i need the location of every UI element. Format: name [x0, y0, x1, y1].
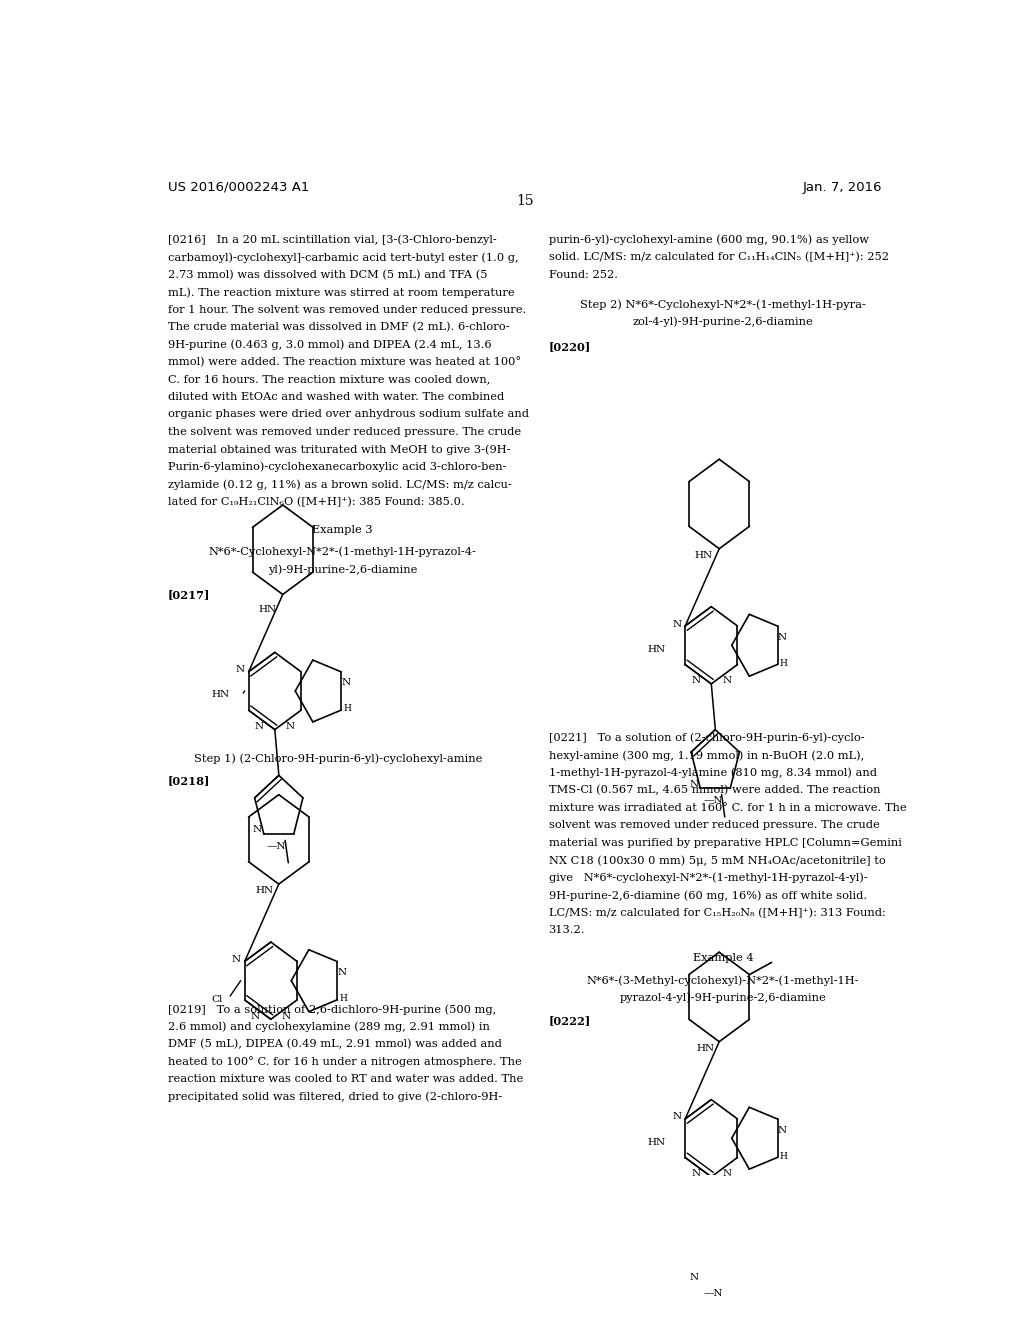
Text: 9H-purine-2,6-diamine (60 mg, 16%) as off white solid.: 9H-purine-2,6-diamine (60 mg, 16%) as of… — [549, 890, 866, 900]
Text: Jan. 7, 2016: Jan. 7, 2016 — [803, 181, 882, 194]
Text: N: N — [672, 1113, 681, 1122]
Text: 1-methyl-1H-pyrazol-4-ylamine (810 mg, 8.34 mmol) and: 1-methyl-1H-pyrazol-4-ylamine (810 mg, 8… — [549, 768, 877, 779]
Text: H: H — [343, 705, 351, 713]
Text: Found: 252.: Found: 252. — [549, 269, 617, 280]
Text: N: N — [691, 1170, 700, 1179]
Text: Step 2) N*6*-Cyclohexyl-N*2*-(1-methyl-1H-pyra-: Step 2) N*6*-Cyclohexyl-N*2*-(1-methyl-1… — [581, 300, 866, 310]
Text: US 2016/0002243 A1: US 2016/0002243 A1 — [168, 181, 309, 194]
Text: [0221]   To a solution of (2-chloro-9H-purin-6-yl)-cyclo-: [0221] To a solution of (2-chloro-9H-pur… — [549, 733, 864, 743]
Text: —N: —N — [703, 796, 723, 805]
Text: Example 3: Example 3 — [312, 524, 373, 535]
Text: H: H — [780, 659, 787, 668]
Text: N*6*-Cyclohexyl-N*2*-(1-methyl-1H-pyrazol-4-: N*6*-Cyclohexyl-N*2*-(1-methyl-1H-pyrazo… — [208, 546, 476, 557]
Text: pyrazol-4-yl)-9H-purine-2,6-diamine: pyrazol-4-yl)-9H-purine-2,6-diamine — [620, 993, 826, 1003]
Text: carbamoyl)-cyclohexyl]-carbamic acid tert-butyl ester (1.0 g,: carbamoyl)-cyclohexyl]-carbamic acid ter… — [168, 252, 518, 263]
Text: The crude material was dissolved in DMF (2 mL). 6-chloro-: The crude material was dissolved in DMF … — [168, 322, 509, 333]
Text: HN: HN — [648, 1138, 666, 1147]
Text: 15: 15 — [516, 194, 534, 209]
Text: N: N — [672, 619, 681, 628]
Text: —N: —N — [267, 842, 287, 851]
Text: reaction mixture was cooled to RT and water was added. The: reaction mixture was cooled to RT and wa… — [168, 1074, 523, 1084]
Text: the solvent was removed under reduced pressure. The crude: the solvent was removed under reduced pr… — [168, 426, 521, 437]
Text: yl)-9H-purine-2,6-diamine: yl)-9H-purine-2,6-diamine — [267, 565, 417, 576]
Text: hexyl-amine (300 mg, 1.19 mmol) in n-BuOH (2.0 mL),: hexyl-amine (300 mg, 1.19 mmol) in n-BuO… — [549, 750, 864, 760]
Text: N: N — [255, 722, 264, 731]
Text: [0216]   In a 20 mL scintillation vial, [3-(3-Chloro-benzyl-: [0216] In a 20 mL scintillation vial, [3… — [168, 235, 497, 246]
Text: N: N — [722, 1170, 731, 1179]
Text: N: N — [338, 968, 347, 977]
Text: [0217]: [0217] — [168, 589, 210, 599]
Text: solid. LC/MS: m/z calculated for C₁₁H₁₄ClN₅ ([M+H]⁺): 252: solid. LC/MS: m/z calculated for C₁₁H₁₄C… — [549, 252, 889, 263]
Text: mL). The reaction mixture was stirred at room temperature: mL). The reaction mixture was stirred at… — [168, 286, 514, 297]
Text: diluted with EtOAc and washed with water. The combined: diluted with EtOAc and washed with water… — [168, 392, 504, 403]
Text: HN: HN — [694, 550, 713, 560]
Text: N: N — [691, 676, 700, 685]
Text: material obtained was triturated with MeOH to give 3-(9H-: material obtained was triturated with Me… — [168, 445, 510, 455]
Text: DMF (5 mL), DIPEA (0.49 mL, 2.91 mmol) was added and: DMF (5 mL), DIPEA (0.49 mL, 2.91 mmol) w… — [168, 1039, 502, 1049]
Text: [0219]   To a solution of 2,6-dichloro-9H-purine (500 mg,: [0219] To a solution of 2,6-dichloro-9H-… — [168, 1005, 496, 1015]
Text: heated to 100° C. for 16 h under a nitrogen atmosphere. The: heated to 100° C. for 16 h under a nitro… — [168, 1056, 521, 1068]
Text: 2.6 mmol) and cyclohexylamine (289 mg, 2.91 mmol) in: 2.6 mmol) and cyclohexylamine (289 mg, 2… — [168, 1022, 489, 1032]
Text: [0220]: [0220] — [549, 342, 591, 352]
Text: lated for C₁₉H₂₁ClN₆O ([M+H]⁺): 385 Found: 385.0.: lated for C₁₉H₂₁ClN₆O ([M+H]⁺): 385 Foun… — [168, 496, 464, 507]
Text: solvent was removed under reduced pressure. The crude: solvent was removed under reduced pressu… — [549, 820, 880, 830]
Text: TMS-Cl (0.567 mL, 4.65 mmol) were added. The reaction: TMS-Cl (0.567 mL, 4.65 mmol) were added.… — [549, 785, 880, 796]
Text: N: N — [251, 1011, 260, 1020]
Text: Step 1) (2-Chloro-9H-purin-6-yl)-cyclohexyl-amine: Step 1) (2-Chloro-9H-purin-6-yl)-cyclohe… — [195, 752, 482, 763]
Text: zylamide (0.12 g, 11%) as a brown solid. LC/MS: m/z calcu-: zylamide (0.12 g, 11%) as a brown solid.… — [168, 479, 511, 490]
Text: HN: HN — [258, 605, 276, 614]
Text: HN: HN — [648, 644, 666, 653]
Text: N: N — [722, 676, 731, 685]
Text: 9H-purine (0.463 g, 3.0 mmol) and DIPEA (2.4 mL, 13.6: 9H-purine (0.463 g, 3.0 mmol) and DIPEA … — [168, 339, 492, 350]
Text: mixture was irradiated at 160° C. for 1 h in a microwave. The: mixture was irradiated at 160° C. for 1 … — [549, 803, 906, 813]
Text: Example 4: Example 4 — [693, 953, 754, 962]
Text: organic phases were dried over anhydrous sodium sulfate and: organic phases were dried over anhydrous… — [168, 409, 528, 420]
Text: N: N — [778, 1126, 787, 1135]
Text: N: N — [236, 665, 245, 675]
Text: Purin-6-ylamino)-cyclohexanecarboxylic acid 3-chloro-ben-: Purin-6-ylamino)-cyclohexanecarboxylic a… — [168, 462, 506, 473]
Text: HN: HN — [256, 886, 274, 895]
Text: C. for 16 hours. The reaction mixture was cooled down,: C. for 16 hours. The reaction mixture wa… — [168, 375, 490, 384]
Text: HN: HN — [696, 1044, 715, 1052]
Text: give   N*6*-cyclohexyl-N*2*-(1-methyl-1H-pyrazol-4-yl)-: give N*6*-cyclohexyl-N*2*-(1-methyl-1H-p… — [549, 873, 867, 883]
Text: purin-6-yl)-cyclohexyl-amine (600 mg, 90.1%) as yellow: purin-6-yl)-cyclohexyl-amine (600 mg, 90… — [549, 235, 868, 246]
Text: [0222]: [0222] — [549, 1015, 591, 1026]
Text: H: H — [339, 994, 347, 1003]
Text: N: N — [689, 1272, 698, 1282]
Text: 313.2.: 313.2. — [549, 925, 585, 935]
Text: N: N — [282, 1011, 291, 1020]
Text: 2.73 mmol) was dissolved with DCM (5 mL) and TFA (5: 2.73 mmol) was dissolved with DCM (5 mL)… — [168, 269, 487, 280]
Text: zol-4-yl)-9H-purine-2,6-diamine: zol-4-yl)-9H-purine-2,6-diamine — [633, 317, 814, 327]
Text: N: N — [253, 825, 262, 834]
Text: HN: HN — [211, 690, 229, 700]
Text: Cl: Cl — [211, 995, 222, 1005]
Text: N: N — [341, 678, 350, 688]
Text: material was purified by preparative HPLC [Column=Gemini: material was purified by preparative HPL… — [549, 838, 901, 847]
Text: N: N — [231, 954, 241, 964]
Text: for 1 hour. The solvent was removed under reduced pressure.: for 1 hour. The solvent was removed unde… — [168, 305, 526, 314]
Text: —N: —N — [703, 1288, 723, 1298]
Text: mmol) were added. The reaction mixture was heated at 100°: mmol) were added. The reaction mixture w… — [168, 356, 521, 368]
Text: precipitated solid was filtered, dried to give (2-chloro-9H-: precipitated solid was filtered, dried t… — [168, 1092, 502, 1102]
Text: N: N — [689, 780, 698, 789]
Text: N: N — [286, 722, 295, 731]
Text: [0218]: [0218] — [168, 775, 210, 787]
Text: LC/MS: m/z calculated for C₁₅H₂₀N₈ ([M+H]⁺): 313 Found:: LC/MS: m/z calculated for C₁₅H₂₀N₈ ([M+H… — [549, 907, 886, 917]
Text: NX C18 (100x30 0 mm) 5μ, 5 mM NH₄OAc/acetonitrile] to: NX C18 (100x30 0 mm) 5μ, 5 mM NH₄OAc/ace… — [549, 855, 886, 866]
Text: N: N — [778, 632, 787, 642]
Text: H: H — [780, 1151, 787, 1160]
Text: N*6*-(3-Methyl-cyclohexyl)-N*2*-(1-methyl-1H-: N*6*-(3-Methyl-cyclohexyl)-N*2*-(1-methy… — [587, 975, 859, 986]
